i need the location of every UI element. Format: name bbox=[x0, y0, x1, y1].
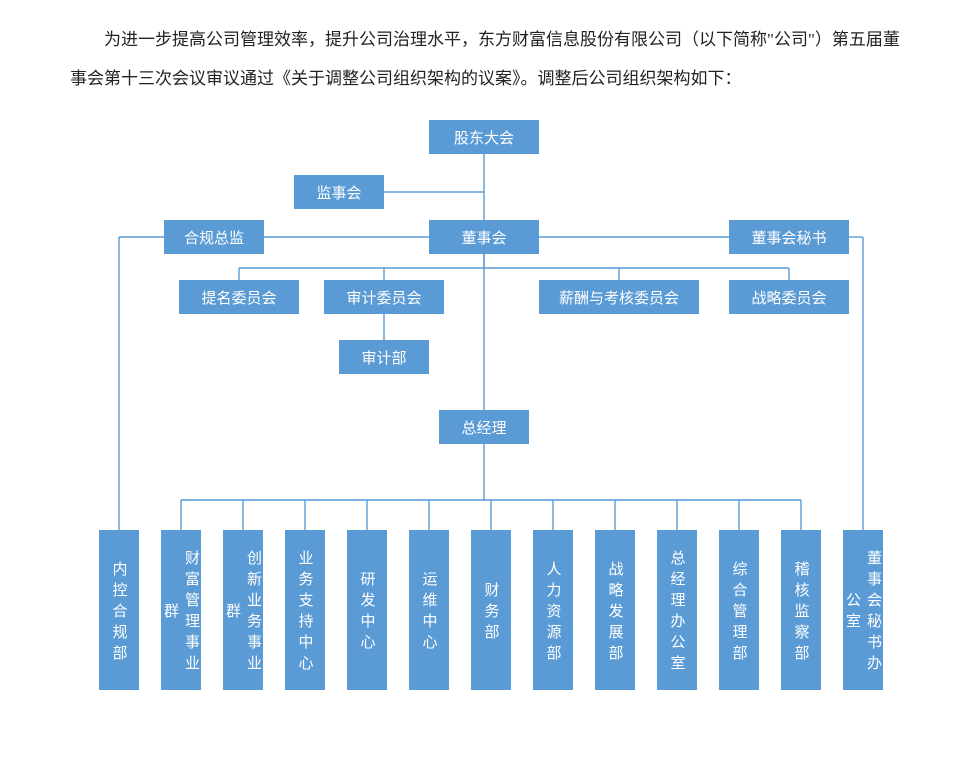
node-audit-committee: 审计委员会 bbox=[324, 280, 444, 314]
node-nomination-committee: 提名委员会 bbox=[179, 280, 299, 314]
node-dept-ops: 运维中心 bbox=[409, 530, 449, 690]
node-dept-hr: 人力资源部 bbox=[533, 530, 573, 690]
intro-paragraph: 为进一步提高公司管理效率，提升公司治理水平，东方财富信息股份有限公司（以下简称"… bbox=[70, 20, 908, 98]
node-dept-internal-compliance: 内控合规部 bbox=[99, 530, 139, 690]
node-shareholders: 股东大会 bbox=[429, 120, 539, 154]
node-compliance-director: 合规总监 bbox=[164, 220, 264, 254]
node-dept-wealth-mgmt: 财富管理事业群 bbox=[161, 530, 201, 690]
node-dept-strategy: 战略发展部 bbox=[595, 530, 635, 690]
node-dept-biz-support: 业务支持中心 bbox=[285, 530, 325, 690]
node-dept-rd: 研发中心 bbox=[347, 530, 387, 690]
node-dept-gm-office: 总经理办公室 bbox=[657, 530, 697, 690]
node-dept-general-admin: 综合管理部 bbox=[719, 530, 759, 690]
node-dept-finance: 财务部 bbox=[471, 530, 511, 690]
org-chart: 股东大会 监事会 合规总监 董事会 董事会秘书 提名委员会 审计委员会 薪酬与考… bbox=[29, 100, 949, 720]
node-audit-dept: 审计部 bbox=[339, 340, 429, 374]
node-dept-board-sec-office: 董事会秘书办公室 bbox=[843, 530, 883, 690]
node-dept-innovation: 创新业务事业群 bbox=[223, 530, 263, 690]
node-supervisory: 监事会 bbox=[294, 175, 384, 209]
node-compensation-committee: 薪酬与考核委员会 bbox=[539, 280, 699, 314]
node-strategy-committee: 战略委员会 bbox=[729, 280, 849, 314]
node-general-manager: 总经理 bbox=[439, 410, 529, 444]
node-board-secretary: 董事会秘书 bbox=[729, 220, 849, 254]
node-board: 董事会 bbox=[429, 220, 539, 254]
node-dept-audit-supervise: 稽核监察部 bbox=[781, 530, 821, 690]
